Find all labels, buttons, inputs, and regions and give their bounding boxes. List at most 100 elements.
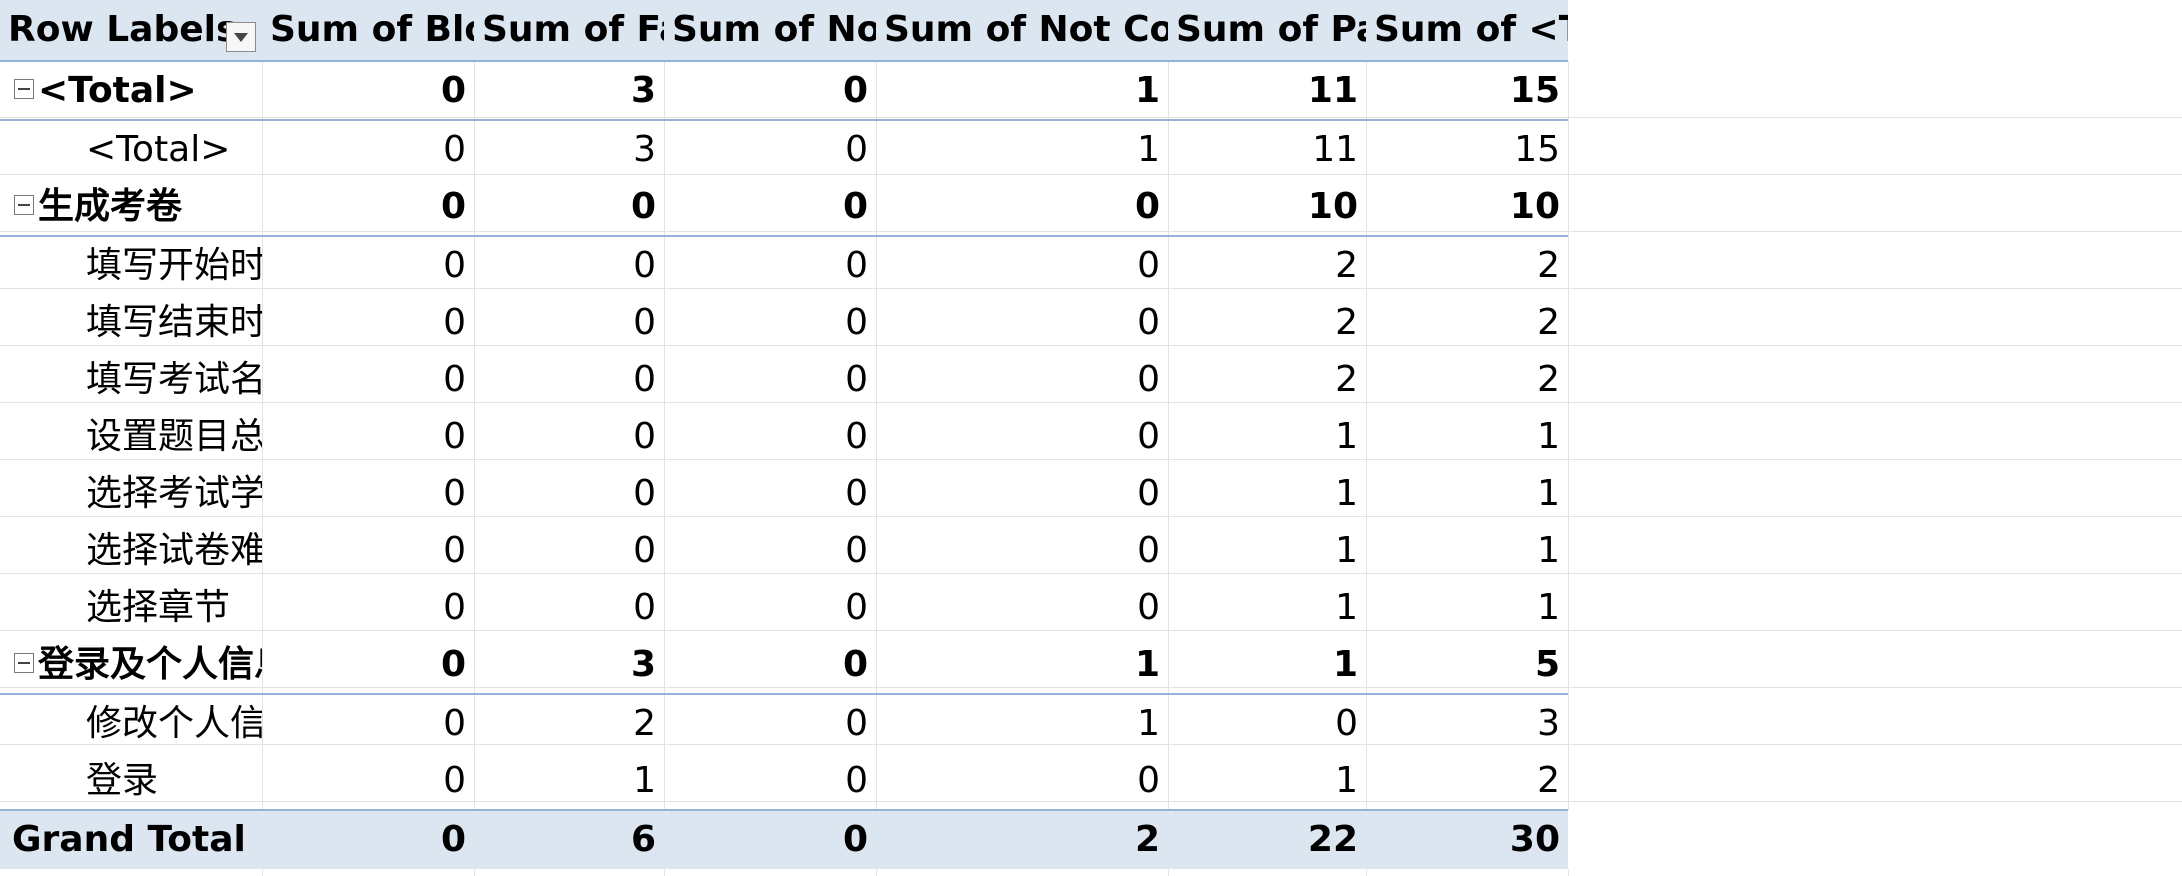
cell-failed[interactable]: 3 <box>474 636 664 695</box>
table-row[interactable]: 登录 0 1 0 0 1 2 <box>0 752 2182 810</box>
empty-cell[interactable] <box>1568 579 2182 636</box>
empty-cell[interactable] <box>1568 236 2182 294</box>
grand-total-label[interactable]: Grand Total <box>0 809 262 869</box>
grand-total-not-complete[interactable]: 2 <box>876 809 1168 869</box>
table-row[interactable]: 修改个人信息 0 2 0 1 0 3 <box>0 694 2182 752</box>
cell-not-run[interactable]: 0 <box>845 416 868 457</box>
cell-failed[interactable]: 0 <box>633 530 656 571</box>
cell-passed[interactable]: 1 <box>1335 473 1358 514</box>
cell-not-run[interactable]: 0 <box>845 473 868 514</box>
cell-not-run[interactable]: 0 <box>845 302 868 343</box>
row-label-cell[interactable]: <Total> <box>0 61 262 121</box>
cell-not-run[interactable]: 0 <box>845 760 868 801</box>
cell-failed[interactable]: 0 <box>633 302 656 343</box>
cell-failed[interactable]: 0 <box>633 587 656 628</box>
empty-cell[interactable] <box>1568 694 2182 752</box>
empty-cell[interactable] <box>1568 810 2182 869</box>
grand-total-blocked[interactable]: 0 <box>262 809 474 869</box>
cell-not-complete[interactable]: 0 <box>1137 587 1160 628</box>
table-row[interactable]: 选择章节 0 0 0 0 1 1 <box>0 579 2182 636</box>
cell-total[interactable]: 15 <box>1514 129 1560 170</box>
collapse-icon[interactable] <box>14 195 34 215</box>
cell-failed[interactable]: 0 <box>474 178 664 237</box>
cell-blocked[interactable]: 0 <box>443 245 466 286</box>
row-label-cell[interactable]: 修改个人信息 <box>0 694 262 752</box>
filter-dropdown-icon[interactable] <box>226 22 256 52</box>
cell-passed[interactable]: 1 <box>1168 636 1366 695</box>
empty-cell[interactable] <box>1568 636 2182 694</box>
cell-not-run[interactable]: 0 <box>664 636 876 695</box>
cell-not-complete[interactable]: 0 <box>1137 416 1160 457</box>
cell-not-complete[interactable]: 1 <box>876 61 1168 121</box>
header-sum-failed[interactable]: Sum of Failed <box>474 0 664 62</box>
cell-not-run[interactable]: 0 <box>845 703 868 744</box>
cell-not-run[interactable]: 0 <box>664 61 876 121</box>
cell-total[interactable]: 3 <box>1537 703 1560 744</box>
row-label-cell[interactable]: 填写结束时间 <box>0 294 262 351</box>
cell-passed[interactable]: 11 <box>1168 61 1366 121</box>
cell-blocked[interactable]: 0 <box>262 61 474 121</box>
row-label-cell[interactable]: <Total> <box>0 120 262 178</box>
table-row[interactable]: 填写结束时间 0 0 0 0 2 2 <box>0 294 2182 351</box>
cell-not-complete[interactable]: 0 <box>876 178 1168 237</box>
cell-not-complete[interactable]: 1 <box>1137 129 1160 170</box>
cell-not-complete[interactable]: 1 <box>876 636 1168 695</box>
header-sum-blocked[interactable]: Sum of Blocked <box>262 0 474 62</box>
row-label-cell[interactable]: 生成考卷 <box>0 178 262 237</box>
cell-total[interactable]: 1 <box>1537 587 1560 628</box>
cell-passed[interactable]: 11 <box>1312 129 1358 170</box>
cell-not-complete[interactable]: 1 <box>1137 703 1160 744</box>
cell-blocked[interactable]: 0 <box>443 587 466 628</box>
header-row-labels[interactable]: Row Labels <box>0 0 262 62</box>
cell-passed[interactable]: 0 <box>1335 703 1358 744</box>
empty-cell[interactable] <box>1568 61 2182 120</box>
row-label-cell[interactable]: 登录及个人信息 <box>0 636 262 695</box>
table-row[interactable]: 填写考试名称 0 0 0 0 2 2 <box>0 351 2182 408</box>
collapse-icon[interactable] <box>14 653 34 673</box>
cell-not-complete[interactable]: 0 <box>1137 760 1160 801</box>
cell-blocked[interactable]: 0 <box>443 416 466 457</box>
cell-blocked[interactable]: 0 <box>443 302 466 343</box>
table-row[interactable]: 填写开始时间 0 0 0 0 2 2 <box>0 236 2182 294</box>
cell-not-complete[interactable]: 0 <box>1137 302 1160 343</box>
header-sum-not-run[interactable]: Sum of Not Run <box>664 0 876 62</box>
empty-cell[interactable] <box>1568 752 2182 810</box>
cell-not-complete[interactable]: 0 <box>1137 530 1160 571</box>
empty-cell[interactable] <box>1568 0 2182 61</box>
cell-not-run[interactable]: 0 <box>845 245 868 286</box>
cell-failed[interactable]: 3 <box>474 61 664 121</box>
group-row[interactable]: 生成考卷 0 0 0 0 10 10 <box>0 178 2182 237</box>
cell-passed[interactable]: 2 <box>1335 302 1358 343</box>
cell-passed[interactable]: 1 <box>1335 760 1358 801</box>
cell-passed[interactable]: 1 <box>1335 530 1358 571</box>
cell-total[interactable]: 1 <box>1537 530 1560 571</box>
grand-total-total[interactable]: 30 <box>1366 809 1568 869</box>
cell-passed[interactable]: 2 <box>1335 245 1358 286</box>
cell-not-run[interactable]: 0 <box>845 129 868 170</box>
cell-failed[interactable]: 3 <box>633 129 656 170</box>
cell-blocked[interactable]: 0 <box>443 359 466 400</box>
row-label-cell[interactable]: 选择考试学生 <box>0 465 262 522</box>
grand-total-passed[interactable]: 22 <box>1168 809 1366 869</box>
table-row[interactable]: 选择试卷难度 0 0 0 0 1 1 <box>0 522 2182 579</box>
empty-cell[interactable] <box>1568 522 2182 579</box>
cell-not-run[interactable]: 0 <box>664 178 876 237</box>
cell-failed[interactable]: 1 <box>633 760 656 801</box>
table-row[interactable]: <Total> 0 3 0 1 11 15 <box>0 120 2182 178</box>
cell-total[interactable]: 15 <box>1366 61 1568 121</box>
cell-total[interactable]: 1 <box>1537 473 1560 514</box>
empty-cell[interactable] <box>1568 465 2182 522</box>
row-label-cell[interactable]: 选择试卷难度 <box>0 522 262 579</box>
empty-cell[interactable] <box>1568 294 2182 351</box>
cell-blocked[interactable]: 0 <box>443 530 466 571</box>
cell-not-run[interactable]: 0 <box>845 530 868 571</box>
header-sum-not-complete[interactable]: Sum of Not Complete <box>876 0 1168 62</box>
empty-cell[interactable] <box>1568 178 2182 236</box>
empty-cell[interactable] <box>1568 408 2182 465</box>
cell-passed[interactable]: 10 <box>1168 178 1366 237</box>
cell-passed[interactable]: 2 <box>1335 359 1358 400</box>
cell-blocked[interactable]: 0 <box>262 178 474 237</box>
cell-failed[interactable]: 0 <box>633 359 656 400</box>
empty-cell[interactable] <box>1568 351 2182 408</box>
cell-blocked[interactable]: 0 <box>443 703 466 744</box>
